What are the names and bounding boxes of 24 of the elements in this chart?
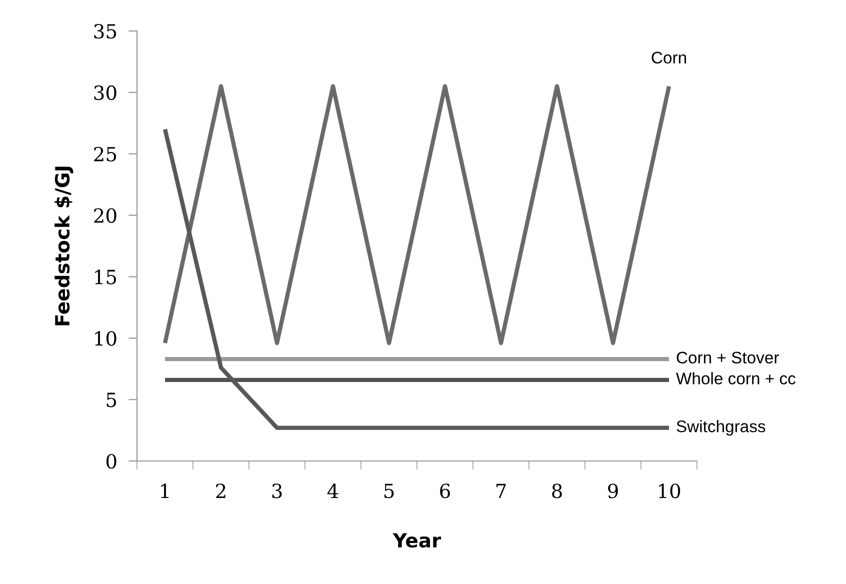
x-tick-label: 9 (608, 484, 618, 498)
x-tick-label: 10 (659, 484, 680, 498)
x-tick-label: 7 (496, 484, 506, 498)
x-tick-label: 8 (552, 484, 562, 498)
x-tick-label: 1 (161, 484, 168, 498)
y-tick-label: 10 (95, 331, 116, 346)
series-label: Switchgrass (676, 420, 766, 436)
x-tick-label: 3 (272, 484, 282, 498)
y-axis-title: Feedstock $/GJ (54, 166, 74, 326)
y-tick-label: 0 (106, 454, 116, 469)
x-tick-label: 6 (440, 484, 450, 498)
x-tick-label: 4 (327, 484, 338, 498)
y-tick-label: 35 (94, 24, 116, 39)
y-tick-label: 5 (106, 392, 116, 408)
y-tick-label: 15 (95, 270, 116, 284)
series-label: Whole corn + cc (676, 372, 796, 384)
series-label: Corn (652, 52, 686, 64)
x-axis-title: Year (392, 533, 442, 548)
x-tick-label: 2 (216, 484, 226, 498)
x-tick-label: 5 (384, 484, 394, 498)
series-label: Corn + Stover (676, 352, 779, 364)
y-tick-label: 20 (94, 208, 116, 223)
y-tick-label: 25 (94, 146, 116, 162)
y-tick-label: 30 (94, 85, 116, 100)
